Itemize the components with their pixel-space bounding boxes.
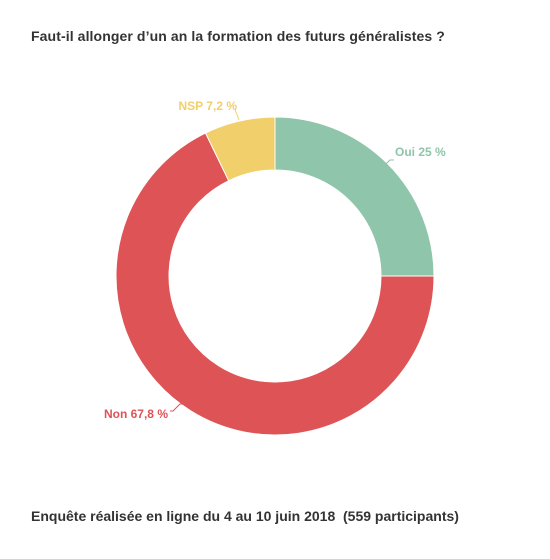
slice-nsp[interactable] (204, 116, 276, 182)
slice-label-non: Non 67,8 % (104, 407, 168, 421)
leader-line-non (170, 403, 193, 412)
slice-non[interactable] (115, 132, 435, 436)
leader-line-oui (383, 159, 394, 167)
chart-title: Faut-il allonger d’un an la formation de… (31, 28, 445, 44)
slice-oui[interactable] (274, 116, 435, 277)
leader-line-nsp (234, 108, 240, 121)
slice-label-nsp: NSP 7,2 % (179, 99, 238, 113)
chart-footer: Enquête réalisée en ligne du 4 au 10 jui… (31, 508, 459, 524)
slice-label-oui: Oui 25 % (395, 145, 446, 159)
